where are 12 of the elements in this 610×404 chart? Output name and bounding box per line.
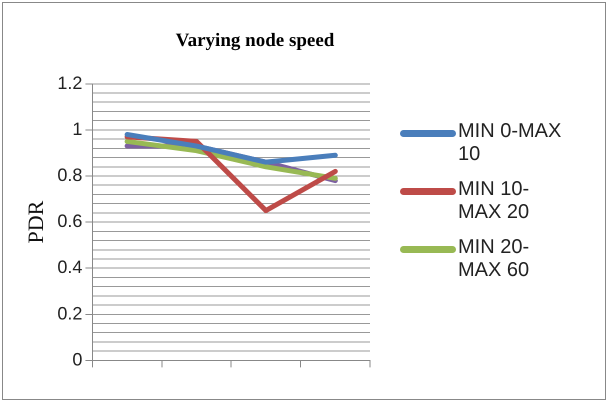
legend-label: MIN 10-MAX 20	[458, 178, 530, 224]
legend-label: MIN 0-MAX 10	[458, 120, 562, 166]
y-axis-title: PDR	[22, 200, 48, 244]
y-tick-label: 0	[72, 349, 82, 370]
y-tick-label: 0.8	[57, 164, 82, 185]
y-tick-label: 0.2	[57, 303, 82, 324]
chart-title: Varying node speed	[174, 30, 336, 52]
y-tick-label: 0.6	[57, 211, 82, 232]
legend-label: MIN 20-MAX 60	[458, 236, 530, 282]
y-tick-label: 1.2	[57, 72, 82, 93]
y-tick-label: 0.4	[57, 257, 82, 278]
y-tick-label: 1	[72, 118, 82, 139]
